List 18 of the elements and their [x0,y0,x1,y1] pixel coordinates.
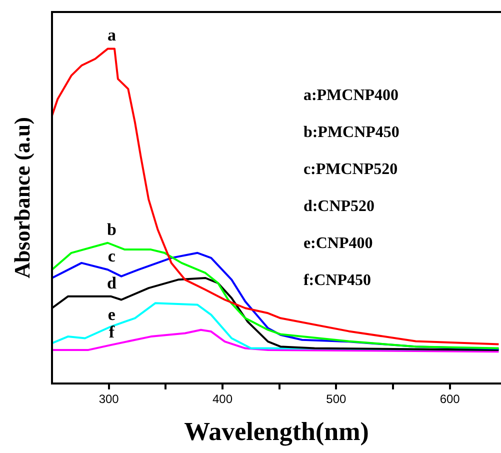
annotation: c:PMCNP520 [303,161,398,178]
series-label: c [108,246,116,266]
x-tick-label: 500 [326,392,347,406]
y-axis-title: Absorbance (a.u) [10,117,35,278]
annotation: d:CNP520 [303,198,375,216]
series-label: a [107,26,116,45]
x-tick-label: 600 [440,392,460,406]
series-label: b [106,220,116,239]
series-label: e [108,304,116,324]
annotation: b:PMCNP450 [303,124,400,142]
x-axis-title: Wavelength(nm) [184,417,369,446]
series-label: d [106,273,117,292]
x-tick-label: 300 [98,392,120,406]
annotation: a:PMCNP400 [303,87,399,104]
series-label: f [108,322,115,342]
x-tick-label: 400 [212,392,233,406]
annotation: f:CNP450 [303,272,371,290]
annotation: e:CNP400 [303,235,373,252]
